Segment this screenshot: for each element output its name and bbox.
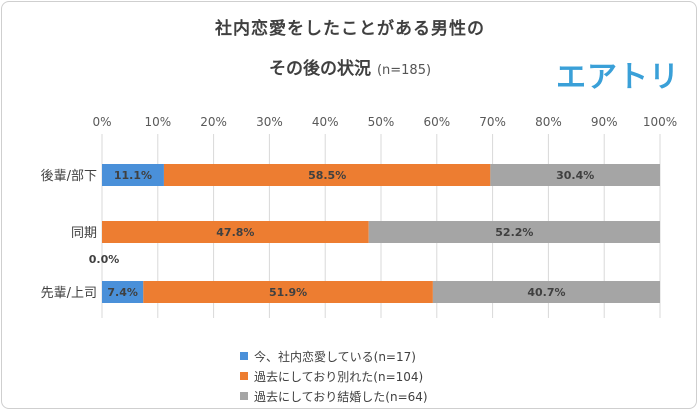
x-tick-label: 70% [479,115,506,129]
x-tick-label: 0% [92,115,111,129]
legend-item: 今、社内恋愛している(n=17) [240,346,428,366]
data-label: 30.4% [556,169,594,182]
x-tick-label: 10% [144,115,171,129]
legend-label: 過去にしており別れた(n=104) [254,369,424,384]
x-tick-label: 50% [368,115,395,129]
legend-swatch [240,372,248,380]
data-label: 47.8% [216,226,254,239]
legend-swatch [240,392,248,400]
legend-item: 過去にしており結婚した(n=64) [240,386,428,406]
chart-subtitle-text: その後の状況 [268,59,371,79]
legend-label: 過去にしており結婚した(n=64) [254,389,428,404]
x-tick-label: 90% [591,115,618,129]
chart-subtitle: その後の状況 (n=185) [0,54,700,79]
category-label: 同期 [71,226,97,241]
bar-segment [163,164,491,186]
data-label: 51.9% [269,286,307,299]
legend-label: 今、社内恋愛している(n=17) [254,349,416,364]
bar-segment [368,221,660,243]
x-tick-label: 30% [256,115,283,129]
data-label: 40.7% [527,286,565,299]
legend-item: 過去にしており別れた(n=104) [240,366,428,386]
bar-segment [102,281,144,303]
category-label: 先輩/上司 [41,286,97,301]
x-tick-label: 40% [312,115,339,129]
data-label: 7.4% [107,286,138,299]
category-label: 後輩/部下 [41,169,97,184]
legend: 今、社内恋愛している(n=17) 過去にしており別れた(n=104) 過去にしており… [240,346,428,406]
x-tick-label: 100% [643,115,677,129]
x-tick-label: 20% [200,115,227,129]
bar-segment [102,164,164,186]
x-tick-label: 60% [423,115,450,129]
bar-segment [432,281,660,303]
data-label: 0.0% [89,253,120,266]
data-label: 58.5% [308,169,346,182]
x-tick-label: 80% [535,115,562,129]
airtrip-logo: エアトリ [556,60,680,95]
data-label: 52.2% [495,226,533,239]
legend-swatch [240,352,248,360]
bar-segment [102,221,369,243]
data-label: 11.1% [114,169,152,182]
bar-segment [490,164,660,186]
sample-size: (n=185) [376,63,432,78]
bar-segment [143,281,433,303]
chart-title: 社内恋愛をしたことがある男性の [215,19,485,39]
